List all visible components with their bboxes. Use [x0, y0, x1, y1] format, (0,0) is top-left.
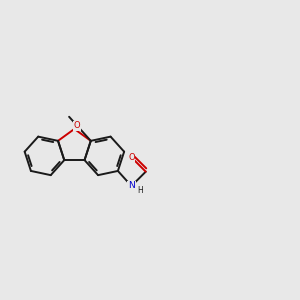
Text: O: O [74, 121, 80, 130]
Text: O: O [128, 153, 135, 162]
Text: N: N [128, 182, 135, 190]
Text: H: H [137, 185, 142, 194]
